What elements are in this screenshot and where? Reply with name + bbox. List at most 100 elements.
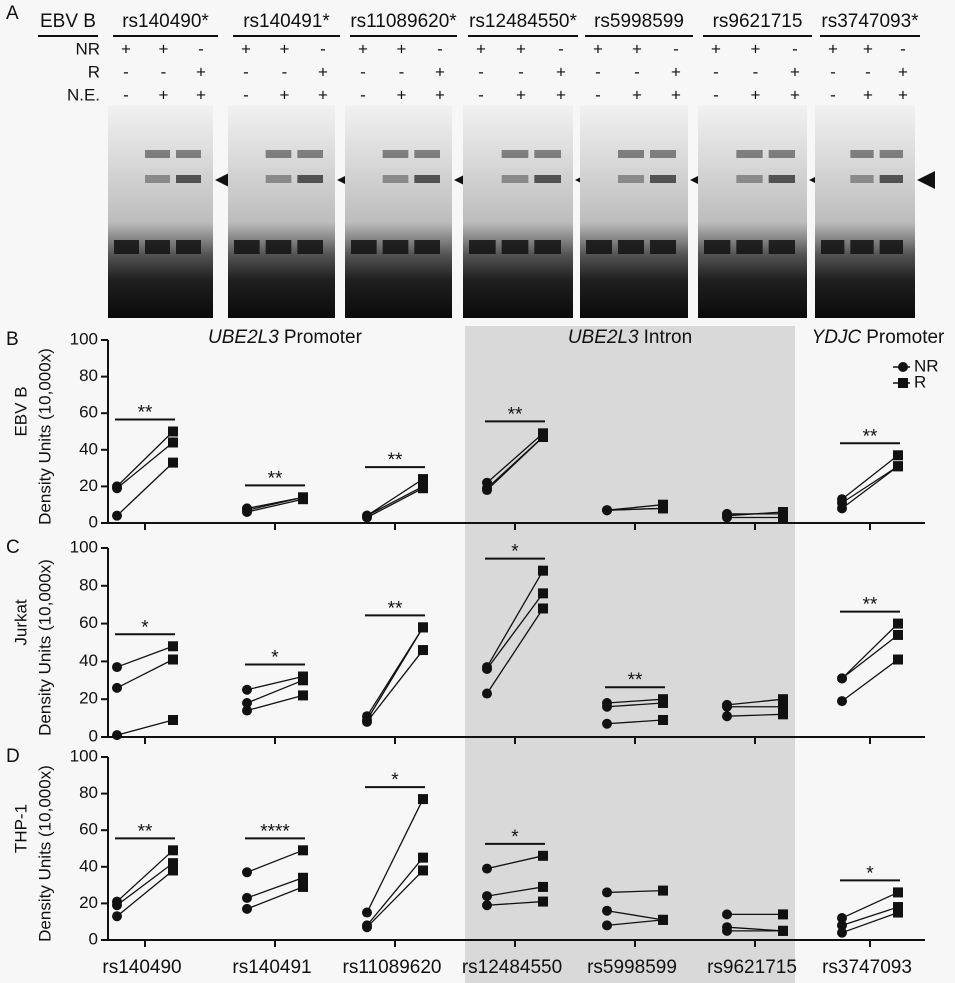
pair-line <box>486 432 544 484</box>
x-tick-label: rs3747093 <box>822 957 912 978</box>
r-point <box>658 885 668 896</box>
gel-band <box>736 150 763 158</box>
lane-sign: - <box>595 85 601 104</box>
x-tick-label: rs11089620 <box>343 957 442 978</box>
y-axis-title: Density Units (10,000x) <box>35 348 54 525</box>
gel-band <box>501 175 529 183</box>
pair-line <box>366 870 424 928</box>
gel-band <box>534 150 561 158</box>
gel-band <box>469 240 496 254</box>
lane-sign: + <box>863 85 873 104</box>
nr-point <box>602 887 612 898</box>
r-point <box>893 907 903 918</box>
y-tick-label: 20 <box>79 893 98 912</box>
lane-sign: + <box>358 39 368 58</box>
region-header: UBE2L3 Promoter <box>208 327 363 348</box>
r-point <box>538 565 548 576</box>
lane-sign: + <box>196 62 206 81</box>
gel-band <box>351 240 377 254</box>
r-point <box>658 914 668 925</box>
gel-band <box>265 240 292 254</box>
panel-letter: A <box>6 3 19 24</box>
cell-line-label: EBV B <box>40 11 96 32</box>
gel-band <box>297 150 323 158</box>
pair-line <box>116 869 174 917</box>
nr-point <box>837 696 847 707</box>
gel-header: rs11089620* <box>350 11 457 32</box>
pair-line <box>116 645 174 668</box>
pair-line <box>366 478 424 517</box>
region-label: Intron <box>644 327 693 348</box>
r-point <box>298 872 308 883</box>
nr-point <box>242 705 252 716</box>
lane-sign: + <box>318 85 328 104</box>
r-point <box>418 483 428 494</box>
lane-sign: - <box>478 62 484 81</box>
gel-band <box>176 150 201 158</box>
pair-line <box>116 719 174 736</box>
r-point <box>298 675 308 686</box>
nr-point <box>242 697 252 708</box>
lane-sign: - <box>713 85 719 104</box>
pair-line <box>606 702 664 708</box>
lane-sign: - <box>123 62 129 81</box>
y-tick-label: 40 <box>79 651 98 670</box>
pair-line <box>486 592 544 670</box>
condition-label: NR <box>75 39 100 58</box>
lane-sign: - <box>360 62 366 81</box>
gel-band <box>618 175 644 183</box>
lane-sign: - <box>673 39 679 58</box>
pair-line <box>841 911 899 934</box>
gel-image <box>815 105 915 318</box>
gel-band <box>704 240 731 254</box>
nr-point <box>602 905 612 916</box>
gel-band <box>879 175 903 183</box>
sig-label: **** <box>260 821 290 842</box>
r-point <box>778 709 788 720</box>
gel-band <box>145 150 170 158</box>
gel-band <box>534 175 561 183</box>
legend-label: R <box>914 372 926 391</box>
legend-marker <box>898 362 908 372</box>
x-tick-label: rs9621715 <box>707 957 797 978</box>
gel-band <box>297 175 323 183</box>
x-tick-label: rs5998599 <box>587 957 677 978</box>
gel-band <box>176 240 201 254</box>
lane-sign: - <box>161 62 167 81</box>
lane-sign: + <box>280 39 290 58</box>
r-point <box>298 494 308 505</box>
lane-sign: + <box>159 39 169 58</box>
sig-label: ** <box>138 403 153 424</box>
gel-band <box>534 240 561 254</box>
nr-point <box>482 688 492 699</box>
gel-band <box>414 150 440 158</box>
lane-sign: + <box>196 85 206 104</box>
nr-point <box>112 730 122 741</box>
lane-sign: - <box>123 85 129 104</box>
pair-line <box>116 441 174 489</box>
panel-letter: C <box>6 537 20 558</box>
r-point <box>893 654 903 665</box>
gel-band <box>586 240 612 254</box>
gel-image <box>580 105 688 318</box>
pair-line <box>841 465 899 509</box>
nr-point <box>722 909 732 920</box>
gel-band <box>501 240 529 254</box>
nr-point <box>837 920 847 931</box>
gel-band <box>850 175 874 183</box>
region-gene: UBE2L3 <box>208 327 279 348</box>
lane-sign: + <box>159 85 169 104</box>
lane-sign: - <box>243 85 249 104</box>
lane-sign: - <box>792 39 798 58</box>
lane-sign: - <box>478 85 484 104</box>
pair-line <box>841 454 899 500</box>
pair-line <box>246 886 304 910</box>
r-point <box>538 603 548 614</box>
lane-sign: - <box>558 39 564 58</box>
r-point <box>298 845 308 856</box>
r-point <box>418 865 428 876</box>
r-point <box>538 881 548 892</box>
gel-band <box>114 240 139 254</box>
nr-point <box>482 863 492 874</box>
